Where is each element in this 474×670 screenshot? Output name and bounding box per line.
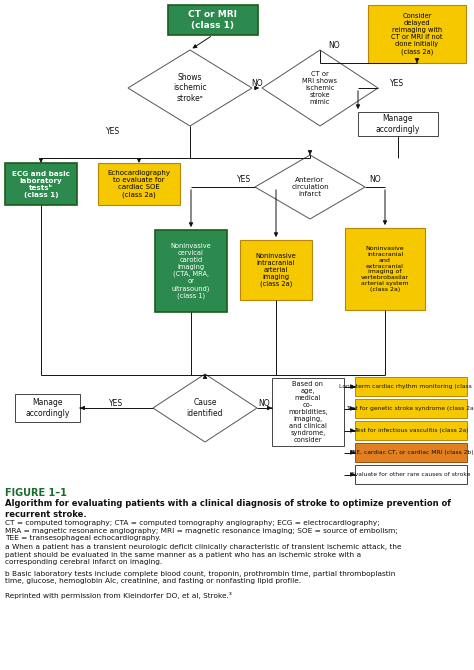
Text: NO: NO — [259, 399, 270, 407]
Text: NO: NO — [369, 174, 381, 184]
Text: YES: YES — [109, 399, 124, 407]
Text: Long-term cardiac rhythm monitoring (class 2a): Long-term cardiac rhythm monitoring (cla… — [339, 384, 474, 389]
Text: Noninvasive
intracranial
and
extracranial
imaging of
vertebrobasilar
arterial sy: Noninvasive intracranial and extracrania… — [361, 246, 409, 292]
Text: Echocardiography
to evaluate for
cardiac SOE
(class 2a): Echocardiography to evaluate for cardiac… — [108, 170, 171, 198]
Text: Algorithm for evaluating patients with a clinical diagnosis of stroke to optimiz: Algorithm for evaluating patients with a… — [5, 499, 451, 519]
Polygon shape — [255, 155, 365, 219]
Text: a When a patient has a transient neurologic deficit clinically characteristic of: a When a patient has a transient neurolo… — [5, 544, 401, 565]
Text: Shows
ischemic
strokeᵃ: Shows ischemic strokeᵃ — [173, 73, 207, 103]
Text: Anterior
circulation
infarct: Anterior circulation infarct — [291, 177, 329, 197]
FancyBboxPatch shape — [355, 421, 467, 440]
Text: YES: YES — [390, 78, 404, 88]
Polygon shape — [153, 374, 257, 442]
Text: FIGURE 1–1: FIGURE 1–1 — [5, 488, 67, 498]
FancyBboxPatch shape — [355, 377, 467, 396]
Text: Consider
delayed
reimaging with
CT or MRI if not
done initially
(class 2a): Consider delayed reimaging with CT or MR… — [391, 13, 443, 55]
Text: Manage
accordingly: Manage accordingly — [25, 398, 70, 417]
Text: TEE, cardiac CT, or cardiac MRI (class 2b): TEE, cardiac CT, or cardiac MRI (class 2… — [349, 450, 474, 455]
Polygon shape — [262, 50, 378, 126]
Text: NO: NO — [251, 78, 263, 88]
FancyBboxPatch shape — [15, 394, 80, 422]
FancyBboxPatch shape — [355, 465, 467, 484]
Text: CT = computed tomography; CTA = computed tomography angiography; ECG = electroca: CT = computed tomography; CTA = computed… — [5, 520, 398, 541]
Text: Noninvasive
cervical
carotid
imaging
(CTA, MRA,
or
ultrasound)
(class 1): Noninvasive cervical carotid imaging (CT… — [171, 243, 211, 299]
FancyBboxPatch shape — [355, 399, 467, 418]
FancyBboxPatch shape — [368, 5, 466, 63]
Text: Evaluate for other rare causes of stroke: Evaluate for other rare causes of stroke — [351, 472, 471, 477]
Text: YES: YES — [237, 174, 251, 184]
Text: CT or MRI
(class 1): CT or MRI (class 1) — [189, 10, 237, 29]
FancyBboxPatch shape — [168, 5, 258, 35]
Polygon shape — [128, 50, 252, 126]
FancyBboxPatch shape — [240, 240, 312, 300]
FancyBboxPatch shape — [355, 443, 467, 462]
FancyBboxPatch shape — [345, 228, 425, 310]
Text: Test for genetic stroke syndrome (class 2a): Test for genetic stroke syndrome (class … — [346, 406, 474, 411]
Text: Reprinted with permission from Kleindorfer DO, et al, Stroke.³: Reprinted with permission from Kleindorf… — [5, 592, 232, 599]
FancyBboxPatch shape — [5, 163, 77, 205]
Text: Test for infectious vasculitis (class 2a): Test for infectious vasculitis (class 2a… — [354, 428, 468, 433]
FancyBboxPatch shape — [358, 112, 438, 136]
Text: YES: YES — [106, 127, 120, 137]
Text: Manage
accordingly: Manage accordingly — [376, 115, 420, 134]
Text: NO: NO — [328, 42, 340, 50]
Text: Based on
age,
medical
co-
morbidities,
imaging,
and clinical
syndrome,
consider: Based on age, medical co- morbidities, i… — [288, 381, 328, 443]
Text: Noninvasive
intracranial
arterial
imaging
(class 2a): Noninvasive intracranial arterial imagin… — [255, 253, 296, 287]
Text: CT or
MRI shows
ischemic
stroke
mimic: CT or MRI shows ischemic stroke mimic — [302, 71, 337, 105]
Text: Cause
identified: Cause identified — [187, 398, 223, 417]
Text: ECG and basic
laboratory
testsᵇ
(class 1): ECG and basic laboratory testsᵇ (class 1… — [12, 170, 70, 198]
FancyBboxPatch shape — [155, 230, 227, 312]
FancyBboxPatch shape — [272, 378, 344, 446]
Text: b Basic laboratory tests include complete blood count, troponin, prothrombin tim: b Basic laboratory tests include complet… — [5, 571, 395, 584]
FancyBboxPatch shape — [98, 163, 180, 205]
